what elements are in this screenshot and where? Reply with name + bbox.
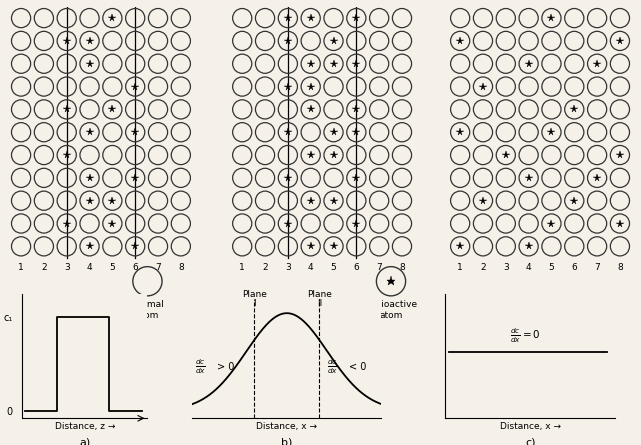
X-axis label: Distance, x →: Distance, x → <box>256 422 317 432</box>
X-axis label: Distance, z →: Distance, z → <box>54 422 115 432</box>
Text: 4: 4 <box>87 263 92 272</box>
Text: 1: 1 <box>18 263 24 272</box>
Text: I: I <box>253 299 256 308</box>
Text: $\frac{dc}{dx}$: $\frac{dc}{dx}$ <box>195 357 206 376</box>
Text: b): b) <box>281 438 292 445</box>
Text: 4: 4 <box>308 263 313 272</box>
Text: c): c) <box>525 438 536 445</box>
Text: 3: 3 <box>64 263 70 272</box>
Text: 3: 3 <box>503 263 509 272</box>
Text: 8: 8 <box>399 263 405 272</box>
Text: Plane: Plane <box>307 290 331 299</box>
Text: 6: 6 <box>132 263 138 272</box>
Text: Normal
atom: Normal atom <box>131 300 164 320</box>
Text: Plane: Plane <box>242 290 267 299</box>
Text: 8: 8 <box>617 263 623 272</box>
Text: < 0: < 0 <box>349 362 367 372</box>
Text: 7: 7 <box>376 263 382 272</box>
Text: 3: 3 <box>285 263 291 272</box>
Text: 2: 2 <box>480 263 486 272</box>
X-axis label: Distance, x →: Distance, x → <box>500 422 561 432</box>
Text: > 0: > 0 <box>217 362 234 372</box>
Text: 4: 4 <box>526 263 531 272</box>
Text: 5: 5 <box>331 263 337 272</box>
Text: $\frac{dc}{dx}$: $\frac{dc}{dx}$ <box>328 357 338 376</box>
Text: 5: 5 <box>549 263 554 272</box>
Text: Radioactive
atom: Radioactive atom <box>365 300 417 320</box>
Text: 1: 1 <box>239 263 245 272</box>
Text: 5: 5 <box>110 263 115 272</box>
Text: 6: 6 <box>571 263 577 272</box>
Text: 2: 2 <box>262 263 268 272</box>
Text: 2: 2 <box>41 263 47 272</box>
Text: 1: 1 <box>457 263 463 272</box>
Text: 6: 6 <box>353 263 359 272</box>
Text: 7: 7 <box>155 263 161 272</box>
Text: 8: 8 <box>178 263 184 272</box>
Text: a): a) <box>79 438 90 445</box>
Text: 7: 7 <box>594 263 600 272</box>
Text: II: II <box>317 299 322 308</box>
Text: $\frac{dc}{dx} = 0$: $\frac{dc}{dx} = 0$ <box>510 326 541 344</box>
